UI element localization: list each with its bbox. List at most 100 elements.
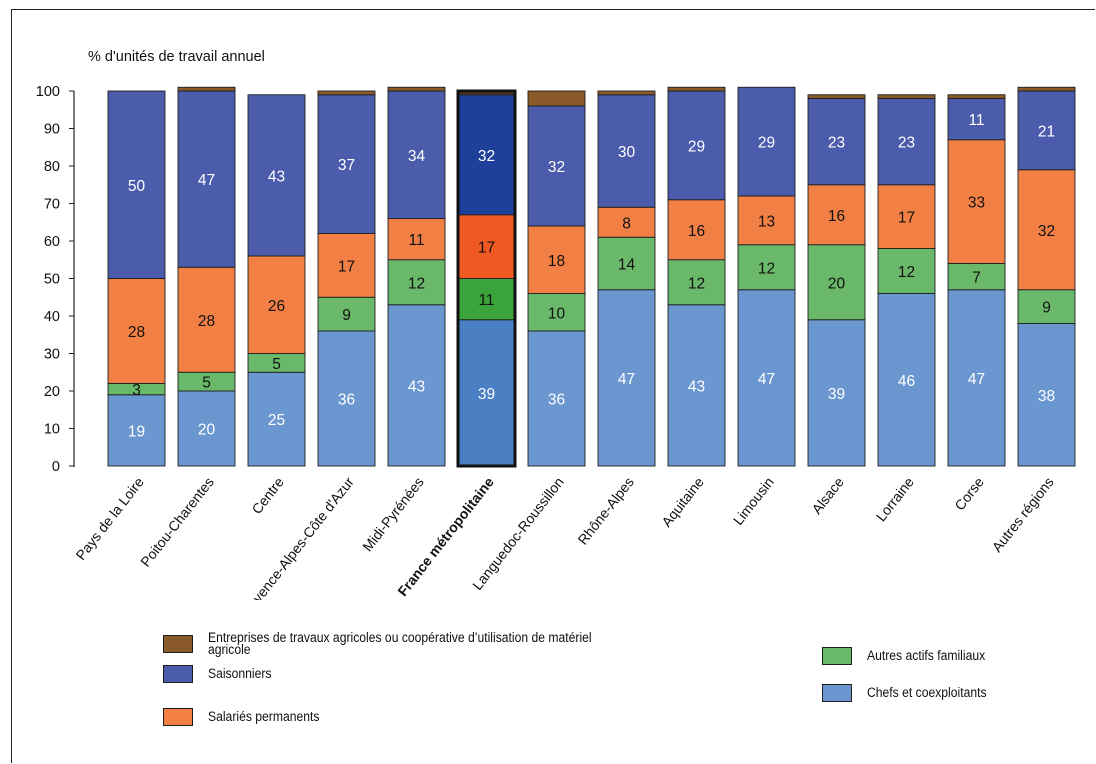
y-axis-title: % d'unités de travail annuel — [88, 49, 265, 65]
y-tick-label: 40 — [44, 309, 60, 325]
bar-value-label: 5 — [272, 356, 281, 373]
bar-value-label: 32 — [548, 159, 565, 176]
bar-value-label: 11 — [478, 292, 494, 309]
bar-segment — [667, 259, 726, 306]
bar-segment — [597, 94, 656, 208]
bar-segment — [947, 289, 1006, 467]
bar-value-label: 30 — [618, 144, 636, 161]
bar-segment — [877, 293, 936, 467]
x-tick-label: Aquitaine — [658, 474, 707, 530]
bar-value-label: 26 — [268, 298, 285, 315]
legend-swatch-salaries-permanents — [163, 708, 193, 726]
bar-segment — [387, 90, 446, 219]
bar-value-label: 29 — [758, 135, 775, 152]
bar-segment — [667, 199, 726, 261]
legend-swatch-chefs-et-coexploitants — [822, 684, 852, 702]
bar-value-label: 9 — [1042, 300, 1051, 317]
bar-segment — [387, 259, 446, 306]
bar-segment — [1017, 169, 1076, 291]
bar-value-label: 20 — [198, 422, 216, 439]
y-tick-label: 70 — [44, 197, 60, 213]
bar-value-label: 50 — [128, 178, 146, 195]
x-tick-label: Pays de la Loire — [72, 474, 147, 563]
bar-segment — [457, 319, 516, 467]
legend-label-chefs-et-coexploitants: Chefs et coexploitants — [867, 685, 987, 700]
bar-segment — [527, 90, 586, 107]
y-tick-label: 100 — [36, 84, 60, 100]
bar-segment — [877, 248, 936, 294]
y-tick-label: 10 — [44, 422, 60, 438]
bar-value-label: 3 — [132, 382, 141, 399]
stacked-bar-chart: % d'unités de travail annuel 01020304050… — [36, 49, 1076, 600]
bar-value-label: 32 — [1038, 223, 1055, 240]
y-tick-label: 90 — [44, 122, 60, 138]
bar-segment — [667, 304, 726, 467]
bar-segment — [877, 94, 936, 99]
x-tick-label: Limousin — [730, 474, 777, 528]
bar-segment — [317, 90, 376, 96]
bar-value-label: 18 — [548, 253, 565, 270]
y-tick-label: 80 — [44, 159, 60, 175]
legend-item-autres-actifs-familiaux: Autres actifs familiaux — [822, 647, 998, 665]
bar-segment — [1017, 90, 1076, 171]
legend-item-etp: Entreprises de travaux agricoles ou coop… — [163, 631, 678, 656]
x-tick-label: Poitou-Charentes — [137, 474, 217, 570]
x-tick-label: Provence-Alpes-Côte d'Azur — [236, 474, 357, 600]
bar-value-label: 10 — [548, 305, 566, 322]
y-tick-label: 30 — [44, 347, 60, 363]
bar-segment — [807, 94, 866, 99]
bar-value-label: 43 — [408, 378, 425, 395]
bar-value-label: 17 — [478, 240, 495, 257]
bar-segment — [387, 86, 446, 92]
bar-segment — [317, 94, 376, 234]
bars: 1932850205284725526433691737431211343911… — [107, 86, 1076, 468]
bar-value-label: 36 — [338, 392, 355, 409]
x-tick-label: Midi-Pyrénées — [359, 474, 427, 554]
bar-segment — [1017, 323, 1076, 467]
bar-segment — [597, 289, 656, 467]
bar-segment — [737, 244, 796, 291]
x-tick-label: Rhône-Alpes — [574, 474, 636, 548]
bar-value-label: 29 — [688, 138, 705, 155]
bar-value-label: 43 — [688, 378, 705, 395]
y-tick-label: 50 — [44, 272, 60, 288]
legend-swatch-etp — [163, 635, 193, 653]
bar-value-label: 46 — [898, 373, 915, 390]
y-tick-label: 20 — [44, 384, 60, 400]
bar-segment — [527, 330, 586, 467]
bar-value-label: 47 — [198, 172, 215, 189]
bar-value-label: 28 — [198, 313, 215, 330]
bar-value-label: 25 — [268, 412, 285, 429]
bar-segment — [177, 86, 236, 92]
bar-segment — [527, 225, 586, 294]
bar-value-label: 47 — [758, 371, 775, 388]
bar-segment — [247, 94, 306, 257]
bar-value-label: 16 — [688, 223, 705, 240]
bar-value-label: 13 — [758, 213, 775, 230]
bar-value-label: 36 — [548, 392, 565, 409]
bar-segment — [387, 218, 446, 261]
bar-value-label: 34 — [408, 148, 426, 165]
legend-item-salaries-permanents: Salariés permanents — [163, 708, 332, 726]
bar-segment — [667, 86, 726, 92]
bar-value-label: 5 — [202, 375, 211, 392]
legend-swatch-autres-actifs-familiaux — [822, 647, 852, 665]
bar-value-label: 11 — [408, 232, 424, 249]
bar-value-label: 11 — [968, 112, 984, 129]
x-tick-label: Autres régions — [989, 474, 1057, 555]
bar-segment — [527, 293, 586, 332]
bar-segment — [247, 255, 306, 354]
x-tick-label: Corse — [951, 474, 987, 513]
bar-segment — [387, 304, 446, 467]
bar-value-label: 16 — [828, 208, 845, 225]
bar-value-label: 8 — [622, 215, 631, 232]
bar-segment — [177, 390, 236, 467]
bar-segment — [947, 94, 1006, 99]
bar-value-label: 47 — [968, 371, 985, 388]
chart-frame — [11, 9, 1095, 763]
bar-value-label: 12 — [408, 275, 425, 292]
bar-segment — [737, 86, 796, 197]
bar-value-label: 19 — [128, 423, 145, 440]
bar-segment — [597, 236, 656, 291]
